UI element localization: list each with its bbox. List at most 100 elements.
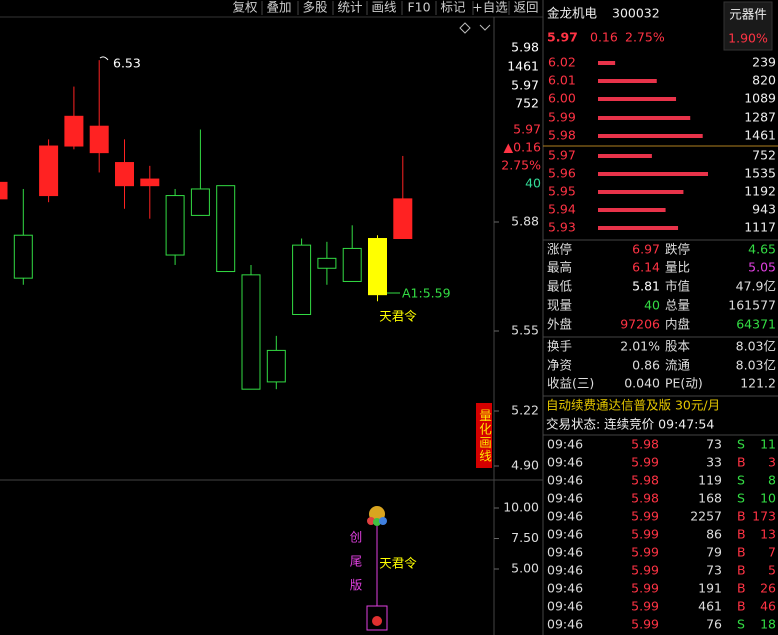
candle-body xyxy=(64,115,84,147)
toolbar-button[interactable]: 返回 xyxy=(513,0,538,15)
toolbar-button[interactable]: 多股 xyxy=(302,0,328,15)
candle-body xyxy=(89,125,109,154)
book-bar xyxy=(598,97,677,101)
trade-cell: 8 xyxy=(768,473,776,488)
toolbar-button[interactable]: F10 xyxy=(407,0,430,15)
book-volume: 1117 xyxy=(744,220,776,235)
candle-body xyxy=(342,247,362,282)
trade-cell: 5 xyxy=(768,563,776,578)
trade-cell: B xyxy=(737,509,746,524)
trade-cell: B xyxy=(737,455,746,470)
stat-value: 40 xyxy=(644,298,660,313)
axis-change: 40 xyxy=(525,176,541,191)
trade-cell: 5.99 xyxy=(631,455,659,470)
stat-label: 市值 xyxy=(665,279,690,294)
high-label: 6.53 xyxy=(113,56,141,71)
book-bar xyxy=(598,79,657,83)
trade-cell: 3 xyxy=(768,455,776,470)
stock-code: 300032 xyxy=(612,6,660,21)
book-price: 6.00 xyxy=(548,91,576,106)
toolbar-button[interactable]: 统计 xyxy=(337,0,362,15)
candle-body xyxy=(0,181,8,200)
book-bar xyxy=(598,172,708,176)
trade-cell: 09:46 xyxy=(547,491,583,506)
trade-cell: 5.98 xyxy=(631,473,659,488)
icon-diamond[interactable] xyxy=(459,22,471,34)
side-tag[interactable]: 量化画线 xyxy=(476,403,492,468)
trade-cell: 09:46 xyxy=(547,437,583,452)
stat-value: 4.65 xyxy=(748,242,776,257)
book-price: 6.01 xyxy=(548,73,576,88)
axis-change: ▲0.16 xyxy=(504,140,541,155)
indicator-name: 天君令 xyxy=(379,556,417,571)
book-price: 6.02 xyxy=(548,55,576,70)
candle-body xyxy=(216,185,236,273)
toolbar-button[interactable]: +自选 xyxy=(472,0,508,15)
price-change: 0.16 xyxy=(590,30,618,45)
trade-cell: B xyxy=(737,545,746,560)
price-tick-label: 5.88 xyxy=(511,214,539,229)
trade-cell: S xyxy=(737,491,745,506)
indicator-tick-label: 7.50 xyxy=(511,530,539,545)
stat-value: 161577 xyxy=(728,298,776,313)
stat-value: 6.14 xyxy=(632,260,660,275)
sector-box xyxy=(723,1,773,51)
signal-dot xyxy=(372,616,382,626)
trade-cell: 173 xyxy=(752,509,776,524)
book-price: 5.97 xyxy=(548,148,576,163)
trade-cell: 461 xyxy=(698,599,722,614)
trade-cell: 09:46 xyxy=(547,509,583,524)
trade-cell: S xyxy=(737,437,745,452)
stat-label: 最高 xyxy=(547,260,572,275)
trade-cell: 46 xyxy=(760,599,776,614)
promo[interactable]: 自动续费通达信普及版 30元/月 xyxy=(546,398,720,413)
candle-body xyxy=(266,349,286,383)
book-price: 5.99 xyxy=(548,110,576,125)
candle-body xyxy=(115,162,134,187)
book-bar xyxy=(598,208,666,212)
signal-name: 天君令 xyxy=(379,309,417,324)
stat-label: 收益(三) xyxy=(547,376,594,391)
toolbar-button[interactable]: 复权 xyxy=(232,0,258,15)
book-volume: 752 xyxy=(752,148,776,163)
trade-cell: 191 xyxy=(698,581,722,596)
book-volume: 820 xyxy=(752,73,776,88)
book-bar xyxy=(598,134,703,138)
book-price: 5.94 xyxy=(548,202,576,217)
stat-label: 股本 xyxy=(665,339,691,354)
indicator-tick-label: 5.00 xyxy=(511,561,539,576)
stat-label: 最低 xyxy=(547,279,573,294)
stat-label: 内盘 xyxy=(665,317,690,332)
trade-cell: B xyxy=(737,599,746,614)
book-volume: 943 xyxy=(752,202,776,217)
trade-cell: 79 xyxy=(706,545,722,560)
signal-label: A1:5.59 xyxy=(402,286,451,301)
book-volume: 1192 xyxy=(744,184,776,199)
trade-cell: 11 xyxy=(760,437,776,452)
trade-cell: 5.99 xyxy=(631,563,659,578)
sector-name[interactable]: 元器件 xyxy=(729,7,767,22)
price-tick-label: 4.90 xyxy=(511,458,539,473)
book-bar xyxy=(598,190,684,194)
book-bar xyxy=(598,154,652,158)
trade-cell: 13 xyxy=(760,527,776,542)
trade-cell: S xyxy=(737,473,745,488)
book-bar xyxy=(598,116,691,120)
toolbar-button[interactable]: 标记 xyxy=(440,0,466,15)
icon-dropdown[interactable] xyxy=(479,24,491,31)
toolbar-button[interactable]: 叠加 xyxy=(266,0,291,15)
axis-quote: 5.98 xyxy=(511,40,539,55)
toolbar-button[interactable]: 画线 xyxy=(371,0,397,15)
book-volume: 1535 xyxy=(744,166,776,181)
candle-body xyxy=(393,198,413,240)
stat-label: 量比 xyxy=(665,260,690,275)
trade-cell: B xyxy=(737,581,746,596)
last-price: 5.97 xyxy=(547,30,578,45)
stat-label: 现量 xyxy=(547,298,572,313)
book-bar xyxy=(598,61,616,65)
book-price: 5.98 xyxy=(548,128,576,143)
stat-label: PE(动) xyxy=(665,376,703,391)
trade-status: 交易状态: 连续竞价 09:47:54 xyxy=(546,417,714,432)
